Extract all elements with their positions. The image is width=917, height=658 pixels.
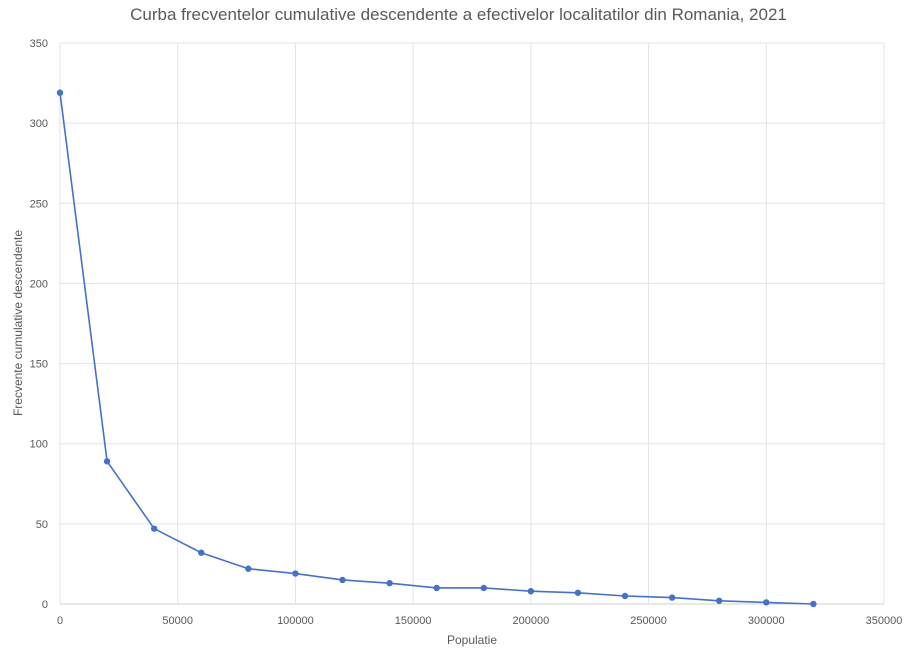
y-tick-label: 200 (30, 278, 48, 290)
series-line (59, 92, 814, 605)
data-point (292, 570, 299, 577)
y-tick-label: 0 (42, 599, 48, 611)
y-tick-label: 150 (30, 359, 48, 371)
data-points (56, 89, 817, 608)
tick-labels: 0 50 100 150 200 250 300 350 0 50000 100000 150000 2… (30, 38, 903, 627)
data-point (198, 549, 205, 556)
y-tick-label: 50 (36, 519, 48, 531)
data-point (480, 584, 487, 592)
data-point (716, 597, 723, 604)
x-axis-label: Populatie (447, 633, 497, 647)
data-point (574, 589, 582, 596)
data-point (386, 579, 393, 587)
x-tick-label: 250000 (630, 615, 667, 627)
gridlines (59, 42, 885, 605)
y-tick-label: 100 (30, 439, 48, 451)
x-tick-label: 50000 (162, 615, 193, 627)
data-point (245, 565, 252, 572)
chart-title: Curba frecventelor cumulative descendent… (130, 5, 787, 24)
data-point (621, 592, 629, 600)
y-axis-label: Frecvente cumulative descendente (11, 230, 25, 416)
y-tick-label: 250 (30, 198, 48, 210)
data-point (433, 584, 440, 592)
x-tick-label: 300000 (748, 615, 785, 627)
data-point (339, 576, 346, 584)
y-tick-label: 350 (30, 38, 48, 50)
data-point (668, 594, 676, 601)
data-point (810, 600, 817, 608)
data-point (763, 599, 770, 606)
x-tick-label: 100000 (277, 615, 314, 627)
data-point (103, 458, 111, 465)
x-tick-label: 200000 (512, 615, 549, 627)
x-tick-label: 350000 (866, 615, 903, 627)
x-tick-label: 150000 (395, 615, 432, 627)
data-point (527, 587, 535, 595)
data-point (56, 89, 64, 96)
x-tick-label: 0 (57, 615, 63, 627)
y-tick-label: 300 (30, 118, 48, 130)
data-point (150, 525, 158, 532)
